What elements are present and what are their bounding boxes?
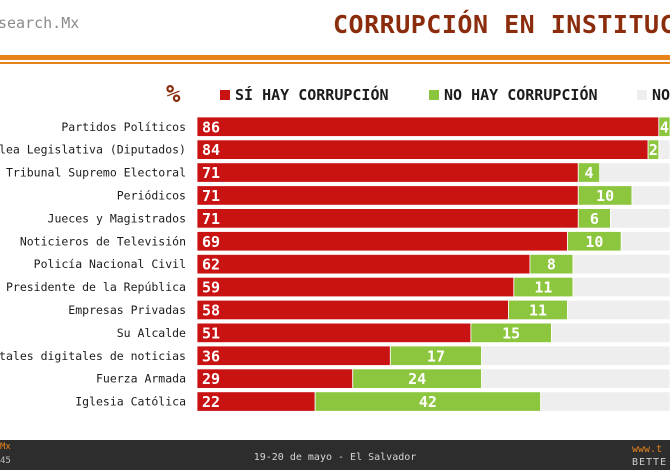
data-label: 4 xyxy=(584,164,593,182)
category-label: Noticieros de Televisión xyxy=(20,234,186,248)
category-label: Empresas Privadas xyxy=(68,303,186,317)
bar-segment xyxy=(196,253,531,275)
legend-item-si: SÍ HAY CORRUPCIÓN xyxy=(220,86,389,104)
bar-segment xyxy=(196,299,509,321)
data-label: 71 xyxy=(202,210,220,228)
data-label: 59 xyxy=(202,279,220,297)
bar-segment xyxy=(658,116,670,137)
data-label: 4 xyxy=(660,118,669,136)
bar-segment xyxy=(551,322,670,344)
legend-item-no-hay: NO HAY CORRUPCIÓN xyxy=(429,86,598,104)
bar-segment xyxy=(196,276,515,298)
legend-swatch-no xyxy=(637,89,647,100)
unit-label: % xyxy=(166,80,181,108)
data-label: 24 xyxy=(408,370,426,388)
bar-segment xyxy=(196,116,660,137)
bar-segment xyxy=(620,231,670,252)
data-label: 17 xyxy=(427,347,445,365)
legend-label-no: NO xyxy=(652,86,670,104)
bar-segment xyxy=(610,208,670,229)
footer-left-bottom: 45 xyxy=(0,456,11,466)
data-label: 10 xyxy=(585,233,603,251)
bar-segment xyxy=(196,162,579,183)
category-label: rtales digitales de noticias xyxy=(0,349,186,363)
data-label: 62 xyxy=(202,256,220,274)
footer xyxy=(0,440,670,470)
category-label: l Presidente de la República xyxy=(0,280,186,294)
data-label: 84 xyxy=(202,141,220,159)
category-label: olea Legislativa (Diputados) xyxy=(0,143,186,157)
bar-segment xyxy=(540,391,670,412)
data-label: 42 xyxy=(419,393,437,411)
data-label: 69 xyxy=(202,233,220,251)
category-label: Policía Nacional Civil xyxy=(34,257,186,271)
bar-segment xyxy=(481,368,670,389)
data-label: 2 xyxy=(649,141,658,159)
category-label: Iglesia Católica xyxy=(75,395,186,409)
header-rule xyxy=(0,55,670,60)
bar-segment xyxy=(631,185,670,206)
data-label: 11 xyxy=(534,279,552,297)
data-label: 15 xyxy=(502,324,520,342)
bar-segment xyxy=(196,345,391,366)
category-label: Tribunal Supremo Electoral xyxy=(6,166,186,180)
legend-swatch-si xyxy=(220,89,230,100)
category-label: Su Alcalde xyxy=(117,326,186,340)
legend-swatch-no-hay xyxy=(429,89,439,100)
data-label: 71 xyxy=(202,164,220,182)
legend-item-no: NO xyxy=(637,86,670,104)
category-label: Fuerza Armada xyxy=(96,372,186,386)
bar-segment xyxy=(196,231,568,252)
footer-date-location: 19-20 de mayo - El Salvador xyxy=(253,452,417,463)
footer-right-bottom: BETTE xyxy=(632,457,668,468)
bar-segment xyxy=(196,139,649,160)
data-label: 22 xyxy=(202,393,220,411)
bar-segment xyxy=(196,208,579,229)
bar-segment xyxy=(196,368,354,389)
bar-segment xyxy=(658,139,670,160)
footer-left-top: Mx xyxy=(0,442,11,452)
category-label: Periódicos xyxy=(117,188,186,202)
page-title: CORRUPCIÓN EN INSTITUC xyxy=(333,10,670,39)
data-label: 10 xyxy=(596,187,614,205)
data-label: 8 xyxy=(547,256,556,274)
data-label: 71 xyxy=(202,187,220,205)
data-label: 6 xyxy=(590,210,599,228)
bar-segment xyxy=(196,185,579,206)
data-label: 86 xyxy=(202,118,220,136)
bar-segment xyxy=(572,253,670,275)
header-rule-thin xyxy=(0,62,670,64)
brand-logo-text: search.Mx xyxy=(0,14,80,32)
legend-label-si: SÍ HAY CORRUPCIÓN xyxy=(235,86,389,104)
category-label: Partidos Políticos xyxy=(61,120,186,134)
bar-segment xyxy=(599,162,670,183)
data-label: 51 xyxy=(202,324,220,342)
data-label: 36 xyxy=(202,347,220,365)
bar-segment xyxy=(196,322,472,344)
header: search.Mx CORRUPCIÓN EN INSTITUC xyxy=(0,0,670,56)
footer-right-top: www.t xyxy=(632,444,663,455)
bar-segment xyxy=(567,299,670,321)
data-label: 58 xyxy=(202,301,220,319)
legend-label-no-hay: NO HAY CORRUPCIÓN xyxy=(444,86,598,104)
bar-segment xyxy=(481,345,670,366)
bar-segment xyxy=(572,276,670,298)
data-label: 11 xyxy=(529,301,547,319)
data-label: 29 xyxy=(202,370,220,388)
category-label: Jueces y Magistrados xyxy=(48,211,186,225)
